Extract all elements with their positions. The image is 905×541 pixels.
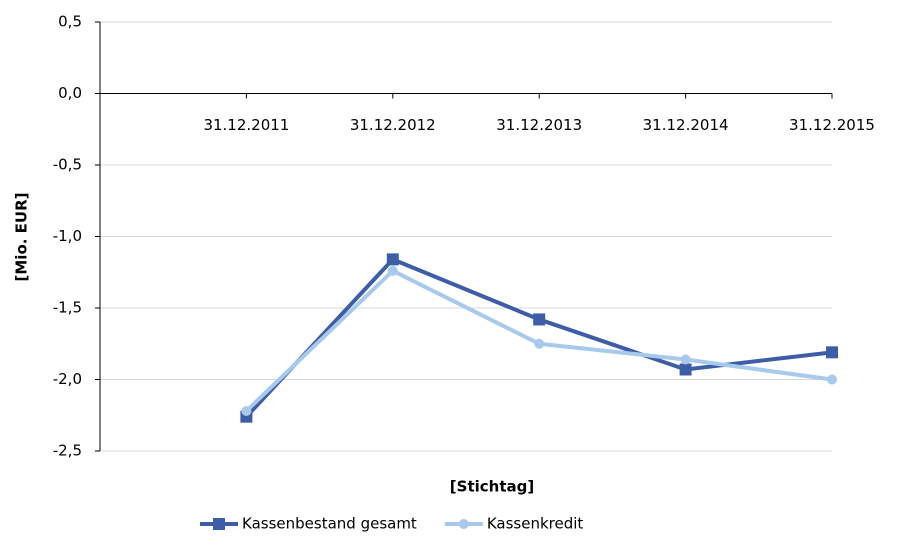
x-tick-label: 31.12.2011 bbox=[203, 116, 289, 134]
legend-marker bbox=[213, 518, 225, 530]
data-point bbox=[680, 354, 691, 365]
data-point bbox=[387, 265, 398, 276]
series-line bbox=[244, 257, 833, 419]
data-point bbox=[241, 405, 252, 416]
x-tick-label: 31.12.2015 bbox=[789, 116, 875, 134]
y-tick-label: -1,5 bbox=[53, 299, 82, 317]
data-point bbox=[533, 313, 546, 326]
y-tick-label: 0,0 bbox=[58, 84, 82, 102]
x-tick-label: 31.12.2014 bbox=[643, 116, 729, 134]
data-point bbox=[826, 346, 838, 359]
data-point bbox=[827, 374, 837, 385]
legend-label: Kassenkredit bbox=[487, 515, 584, 533]
data-point bbox=[534, 338, 545, 349]
data-point bbox=[386, 253, 399, 266]
y-tick-label: -2,5 bbox=[53, 442, 82, 460]
y-tick-label: -1,0 bbox=[53, 227, 82, 245]
y-axis-title: [Mio. EUR] bbox=[13, 193, 31, 282]
data-point bbox=[679, 363, 692, 376]
legend-label: Kassenbestand gesamt bbox=[242, 515, 417, 533]
y-tick-label: -0,5 bbox=[53, 156, 82, 174]
x-axis-title: [Stichtag] bbox=[450, 478, 534, 496]
x-tick-label: 31.12.2013 bbox=[496, 116, 582, 134]
y-tick-label: -2,0 bbox=[53, 370, 82, 388]
x-tick-label: 31.12.2012 bbox=[350, 116, 436, 134]
y-tick-label: 0,5 bbox=[58, 13, 82, 31]
legend-marker bbox=[458, 519, 469, 529]
